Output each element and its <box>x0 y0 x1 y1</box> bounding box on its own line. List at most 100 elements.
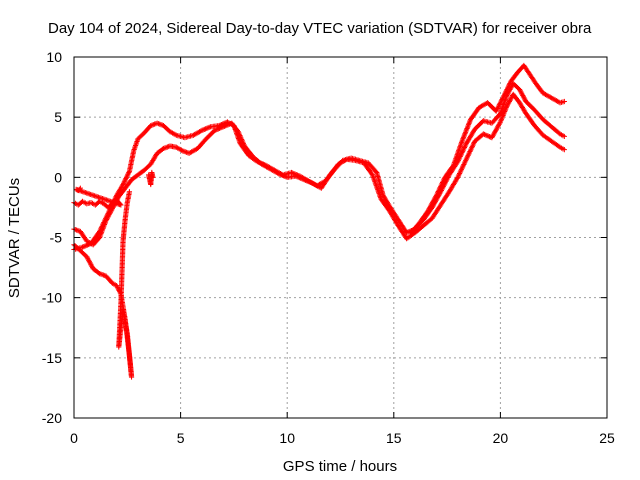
data-point <box>212 127 218 134</box>
data-point <box>126 189 133 195</box>
series-track-e-short-left- <box>71 185 124 211</box>
data-point <box>213 127 219 133</box>
y-tick-label: -15 <box>42 350 62 366</box>
data-point <box>301 177 307 183</box>
x-axis-ticks: 0 5 10 15 20 25 <box>70 57 615 446</box>
data-point <box>125 171 131 177</box>
data-point <box>561 98 567 105</box>
data-point <box>220 124 226 130</box>
data-point <box>215 126 221 132</box>
y-axis-ticks: -20 -15 -10 -5 0 5 10 <box>42 49 607 426</box>
y-tick-label: -5 <box>50 230 63 246</box>
data-point <box>115 286 122 292</box>
series-track-b-middle- <box>71 91 567 248</box>
data-point <box>308 180 315 186</box>
data-point <box>304 178 310 184</box>
data-point <box>302 177 309 183</box>
data-point <box>484 132 490 139</box>
data-point <box>561 133 567 140</box>
data-point <box>296 175 302 181</box>
y-tick-label: 0 <box>54 169 62 185</box>
data-point <box>216 125 223 131</box>
data-point <box>83 242 89 249</box>
series-track-d-upper-right- <box>408 62 567 236</box>
data-point <box>293 173 299 179</box>
data-point <box>506 82 512 88</box>
data-point <box>497 120 503 126</box>
data-point <box>503 89 509 95</box>
data-point <box>503 88 510 94</box>
data-point <box>282 173 288 179</box>
data-point <box>202 126 209 132</box>
x-tick-label: 5 <box>177 430 185 446</box>
data-point <box>121 180 127 186</box>
data-point <box>224 122 230 128</box>
x-tick-label: 10 <box>279 430 295 446</box>
data-point <box>306 179 312 185</box>
data-point <box>483 132 489 138</box>
data-point <box>79 244 86 250</box>
series-track-c-lower- <box>71 189 135 380</box>
data-point <box>505 84 511 90</box>
y-tick-label: 5 <box>54 109 62 125</box>
data-point <box>150 174 156 180</box>
data-point <box>198 128 204 134</box>
data-point <box>204 125 210 131</box>
data-point <box>201 126 207 132</box>
data-point <box>223 123 229 129</box>
data-point <box>199 127 205 134</box>
data-point <box>120 181 126 188</box>
x-tick-label: 25 <box>599 430 615 446</box>
data-point <box>225 122 231 128</box>
data-point <box>114 283 120 289</box>
data-points <box>71 62 567 380</box>
data-point <box>305 178 311 184</box>
data-point <box>122 177 128 183</box>
chart-title: Day 104 of 2024, Sidereal Day-to-day VTE… <box>48 20 592 37</box>
data-point <box>561 147 567 153</box>
data-point <box>76 186 82 192</box>
data-point <box>123 174 130 180</box>
data-point <box>480 131 486 137</box>
data-point <box>307 179 313 185</box>
data-point <box>502 91 508 97</box>
data-point <box>405 229 411 235</box>
data-point <box>121 179 127 185</box>
data-point <box>279 172 285 178</box>
data-point <box>81 244 87 250</box>
y-tick-label: -10 <box>42 290 62 306</box>
y-tick-label: -20 <box>42 410 62 426</box>
data-point <box>219 124 225 130</box>
data-point <box>200 127 206 133</box>
data-point <box>123 175 129 182</box>
x-tick-label: 15 <box>386 430 402 446</box>
data-point <box>504 86 510 93</box>
data-point <box>481 131 488 138</box>
data-point <box>82 243 88 249</box>
data-point <box>277 171 283 177</box>
data-point <box>278 172 284 178</box>
data-point <box>276 171 282 177</box>
data-point <box>507 80 513 87</box>
data-point <box>506 83 512 89</box>
data-point <box>206 124 212 130</box>
x-axis-label: GPS time / hours <box>283 458 397 475</box>
data-point <box>300 176 306 182</box>
data-point <box>298 175 304 181</box>
data-point <box>221 123 228 129</box>
series-track-f-small-cluster- <box>146 169 156 188</box>
data-point <box>556 143 562 149</box>
data-point <box>124 173 130 179</box>
data-point <box>77 185 83 191</box>
data-point <box>274 170 281 176</box>
data-point <box>126 169 132 176</box>
data-point <box>504 85 511 91</box>
data-point <box>125 172 131 178</box>
x-tick-label: 0 <box>70 430 78 446</box>
data-point <box>294 174 300 180</box>
data-point <box>214 126 220 132</box>
data-point <box>122 178 128 184</box>
data-point <box>299 176 305 182</box>
y-axis-label: SDTVAR / TECUs <box>6 178 23 298</box>
